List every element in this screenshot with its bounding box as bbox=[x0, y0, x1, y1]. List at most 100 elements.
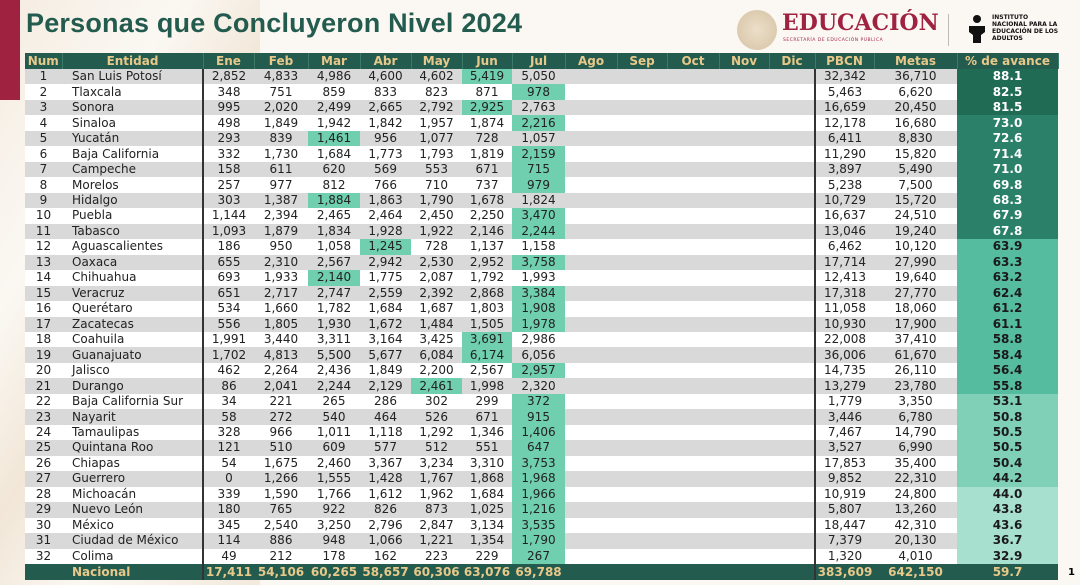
empty-month-cell bbox=[617, 548, 667, 564]
month-value: 2,041 bbox=[254, 378, 308, 394]
empty-month-cell bbox=[565, 285, 617, 302]
entity-name: Morelos bbox=[62, 177, 203, 193]
empty-month-cell bbox=[617, 192, 667, 209]
month-value: 54 bbox=[202, 455, 254, 472]
empty-month-cell bbox=[769, 564, 815, 580]
empty-month-cell bbox=[769, 486, 815, 503]
month-value: 2,852 bbox=[202, 69, 254, 85]
entity-name: Nayarit bbox=[62, 409, 203, 425]
empty-month-cell bbox=[719, 316, 769, 332]
month-value: 332 bbox=[202, 146, 254, 162]
column-header: Jun bbox=[462, 53, 513, 69]
empty-month-cell bbox=[617, 517, 667, 534]
month-value: 728 bbox=[411, 239, 462, 255]
month-value: 2,499 bbox=[308, 99, 360, 116]
empty-month-cell bbox=[769, 192, 815, 209]
empty-month-cell bbox=[667, 533, 719, 549]
table-row: 11 Tabasco 1,093 1,879 1,834 1,928 1,922 2,146 2… bbox=[25, 223, 1058, 240]
metas-cell: 26,110 bbox=[874, 362, 957, 379]
month-value: 2,559 bbox=[360, 285, 411, 302]
month-value: 2,129 bbox=[360, 378, 411, 394]
progress-percent: 67.8 bbox=[957, 223, 1058, 240]
column-header: Nov bbox=[719, 53, 770, 69]
empty-month-cell bbox=[565, 564, 617, 580]
entity-name: Veracruz bbox=[62, 285, 203, 302]
row-number: 20 bbox=[25, 362, 62, 379]
month-value: 2,461 bbox=[411, 378, 462, 394]
month-value: 3,234 bbox=[411, 455, 462, 472]
row-number: 6 bbox=[25, 146, 62, 162]
table-row: 23 Nayarit 58 272 540 464 526 671 915 3,446 6,780 5… bbox=[25, 409, 1058, 425]
month-value: 956 bbox=[360, 130, 411, 147]
month-value: 1,775 bbox=[360, 270, 411, 286]
month-value: 3,311 bbox=[308, 331, 360, 348]
month-value: 1,216 bbox=[512, 502, 565, 518]
table-row: 2 Tlaxcala 348 751 859 833 823 871 978 5,463 6,620… bbox=[25, 84, 1058, 100]
empty-month-cell bbox=[667, 424, 719, 441]
month-value: 737 bbox=[462, 177, 512, 193]
column-header: Sep bbox=[617, 53, 668, 69]
progress-percent: 63.2 bbox=[957, 270, 1058, 286]
empty-month-cell bbox=[617, 177, 667, 193]
month-value: 995 bbox=[202, 99, 254, 116]
month-value: 1,805 bbox=[254, 316, 308, 332]
empty-month-cell bbox=[769, 393, 815, 410]
month-value: 1,093 bbox=[202, 223, 254, 240]
progress-percent: 73.0 bbox=[957, 115, 1058, 131]
month-value: 710 bbox=[411, 177, 462, 193]
empty-month-cell bbox=[565, 424, 617, 441]
row-number: 23 bbox=[25, 409, 62, 425]
row-number: 8 bbox=[25, 177, 62, 193]
month-value: 1,730 bbox=[254, 146, 308, 162]
empty-month-cell bbox=[565, 440, 617, 456]
empty-month-cell bbox=[769, 115, 815, 131]
entity-name: Nacional bbox=[62, 564, 203, 580]
row-number: 22 bbox=[25, 393, 62, 410]
month-value: 1,767 bbox=[411, 471, 462, 487]
month-value: 60,265 bbox=[308, 564, 360, 580]
empty-month-cell bbox=[565, 270, 617, 286]
empty-month-cell bbox=[565, 362, 617, 379]
month-value: 6,084 bbox=[411, 347, 462, 363]
month-value: 1,684 bbox=[360, 301, 411, 317]
month-value: 2,567 bbox=[308, 254, 360, 271]
metas-cell: 19,240 bbox=[874, 223, 957, 240]
row-number: 3 bbox=[25, 99, 62, 116]
table-row: 24 Tamaulipas 328 966 1,011 1,118 1,292 1,346 1,… bbox=[25, 424, 1058, 441]
month-value: 2,244 bbox=[512, 223, 565, 240]
month-value: 1,675 bbox=[254, 455, 308, 472]
table-row: 20 Jalisco 462 2,264 2,436 1,849 2,200 2,567 2,9… bbox=[25, 362, 1058, 379]
column-header: Mar bbox=[308, 53, 361, 69]
pbcn-cell: 3,527 bbox=[814, 440, 874, 456]
progress-percent: 67.9 bbox=[957, 208, 1058, 224]
metas-cell: 61,670 bbox=[874, 347, 957, 363]
pbcn-cell: 18,447 bbox=[814, 517, 874, 534]
empty-month-cell bbox=[565, 301, 617, 317]
empty-month-cell bbox=[769, 223, 815, 240]
progress-percent: 44.2 bbox=[957, 471, 1058, 487]
month-value: 751 bbox=[254, 84, 308, 100]
empty-month-cell bbox=[769, 471, 815, 487]
month-value: 3,470 bbox=[512, 208, 565, 224]
progress-percent: 63.3 bbox=[957, 254, 1058, 271]
row-number: 13 bbox=[25, 254, 62, 271]
row-number: 17 bbox=[25, 316, 62, 332]
month-value: 2,957 bbox=[512, 362, 565, 379]
table-row: 31 Ciudad de México 114 886 948 1,066 1,221 1,3… bbox=[25, 533, 1058, 549]
month-value: 5,500 bbox=[308, 347, 360, 363]
pbcn-cell: 10,729 bbox=[814, 192, 874, 209]
month-value: 3,164 bbox=[360, 331, 411, 348]
progress-percent: 53.1 bbox=[957, 393, 1058, 410]
month-value: 2,436 bbox=[308, 362, 360, 379]
month-value: 2,320 bbox=[512, 378, 565, 394]
pbcn-cell: 1,779 bbox=[814, 393, 874, 410]
empty-month-cell bbox=[719, 223, 769, 240]
entity-name: Chiapas bbox=[62, 455, 203, 472]
entity-name: Baja California Sur bbox=[62, 393, 203, 410]
entity-name: Querétaro bbox=[62, 301, 203, 317]
empty-month-cell bbox=[719, 301, 769, 317]
month-value: 186 bbox=[202, 239, 254, 255]
month-value: 2,264 bbox=[254, 362, 308, 379]
month-value: 2,392 bbox=[411, 285, 462, 302]
month-value: 1,137 bbox=[462, 239, 512, 255]
